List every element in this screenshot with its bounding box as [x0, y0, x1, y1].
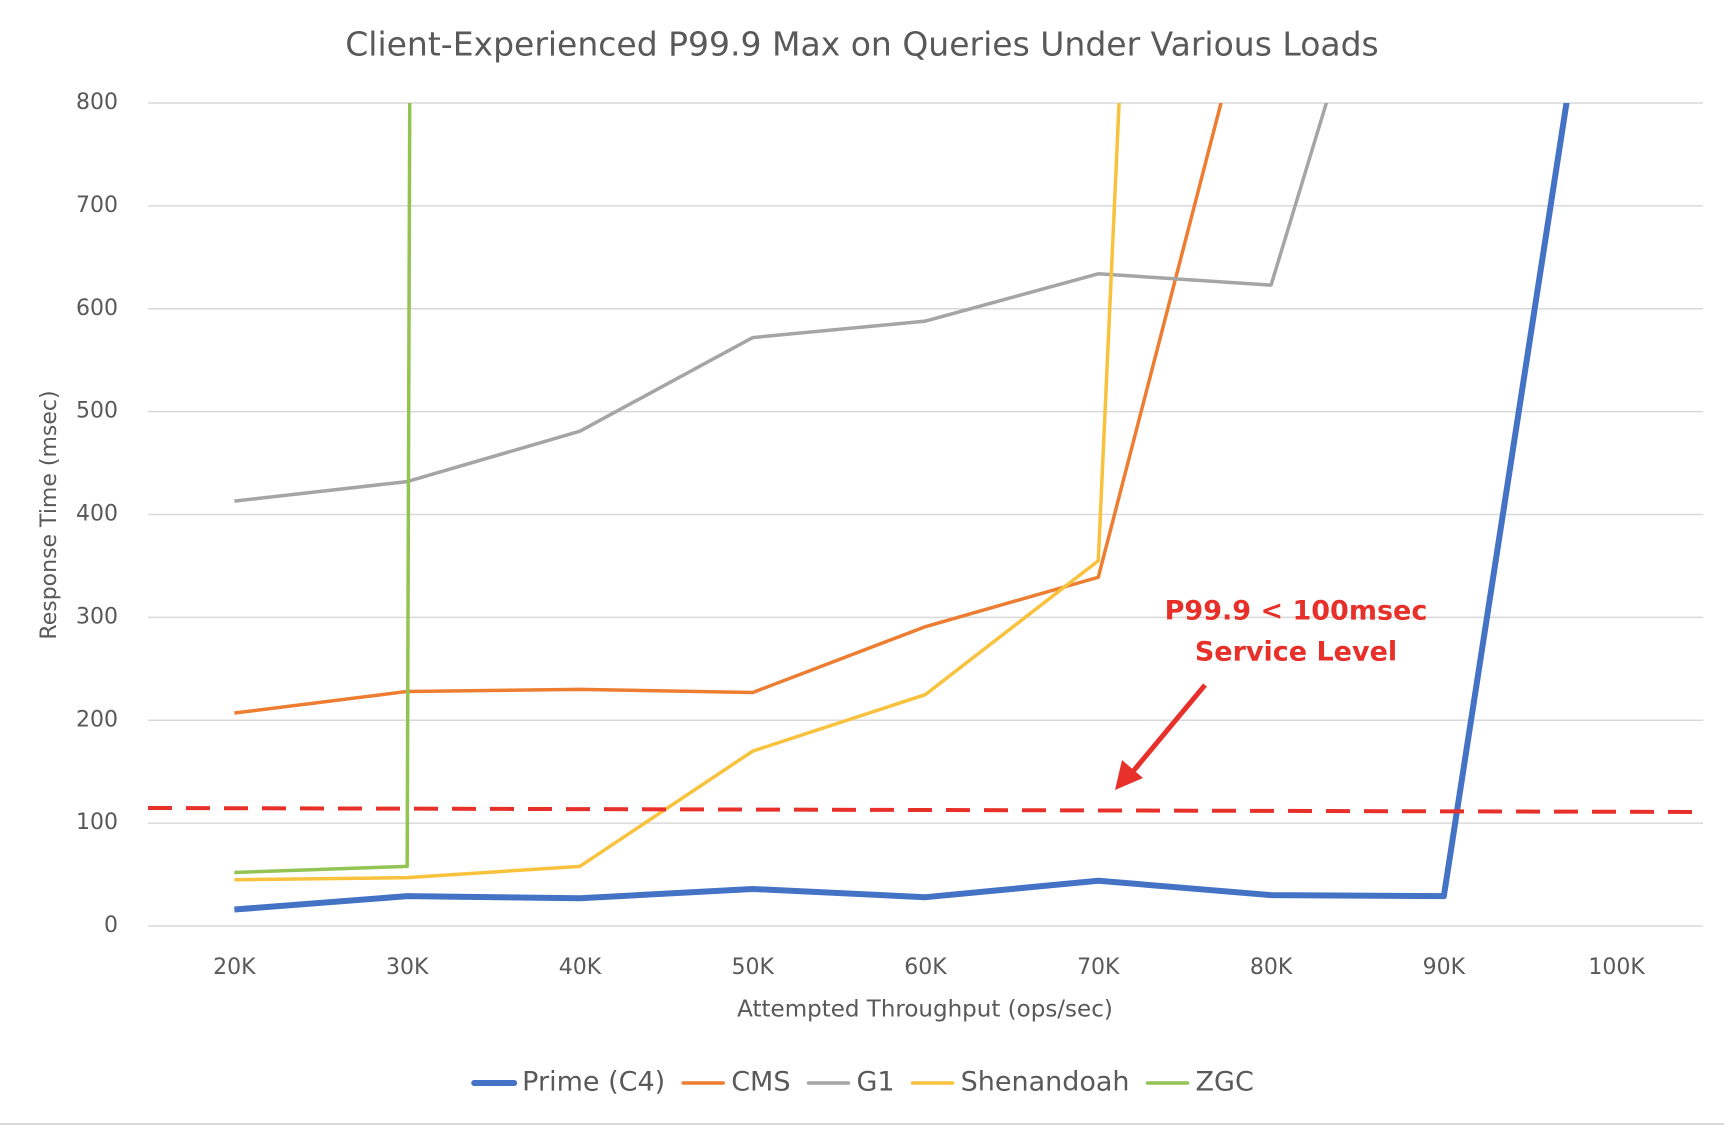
legend-label: ZGC — [1196, 1067, 1254, 1098]
y-tick-label: 300 — [76, 604, 118, 629]
x-tick-label: 20K — [213, 955, 256, 980]
y-tick-label: 800 — [76, 90, 118, 115]
plot-area — [234, 103, 1570, 913]
x-tick-label: 100K — [1588, 955, 1645, 980]
chart-title: Client-Experienced P99.9 Max on Queries … — [345, 25, 1379, 64]
legend: Prime (C4) CMS G1 Shenandoah ZGC — [471, 1067, 1254, 1098]
series-line — [234, 103, 1223, 715]
series-line — [234, 103, 1570, 913]
x-axis-label: Attempted Throughput (ops/sec) — [737, 997, 1113, 1023]
threshold-line — [147, 806, 1704, 814]
series-line — [234, 103, 412, 875]
legend-label: G1 — [856, 1067, 894, 1098]
legend-label: Shenandoah — [961, 1067, 1130, 1098]
x-tick-label: 90K — [1423, 955, 1466, 980]
annotation: Service Level — [1195, 637, 1397, 668]
x-tick-label: 60K — [904, 955, 947, 980]
series-line — [234, 103, 1329, 503]
y-tick-label: 600 — [76, 296, 118, 321]
x-tick-label: 70K — [1077, 955, 1120, 980]
y-tick-label: 400 — [76, 502, 118, 527]
annotation-arrow — [1128, 683, 1207, 777]
grid: 0 100 200 300 400 500 600 700 800 20K 30K 40K 50K 60K… — [76, 90, 1703, 980]
x-tick-label: 50K — [732, 955, 775, 980]
y-tick-label: 100 — [76, 810, 118, 835]
y-tick-label: 0 — [104, 913, 118, 938]
x-tick-label: 30K — [386, 955, 429, 980]
legend-label: Prime (C4) — [522, 1067, 665, 1098]
legend-label: CMS — [731, 1067, 790, 1098]
series-line — [234, 103, 1121, 882]
annotation-arrowhead — [1115, 760, 1143, 790]
y-tick-label: 700 — [76, 193, 118, 218]
y-axis-label: Response Time (msec) — [37, 390, 62, 639]
annotation: P99.9 < 100msec — [1165, 596, 1428, 627]
y-tick-label: 500 — [76, 399, 118, 424]
x-tick-label: 80K — [1250, 955, 1293, 980]
y-tick-label: 200 — [76, 707, 118, 732]
x-tick-label: 40K — [559, 955, 602, 980]
